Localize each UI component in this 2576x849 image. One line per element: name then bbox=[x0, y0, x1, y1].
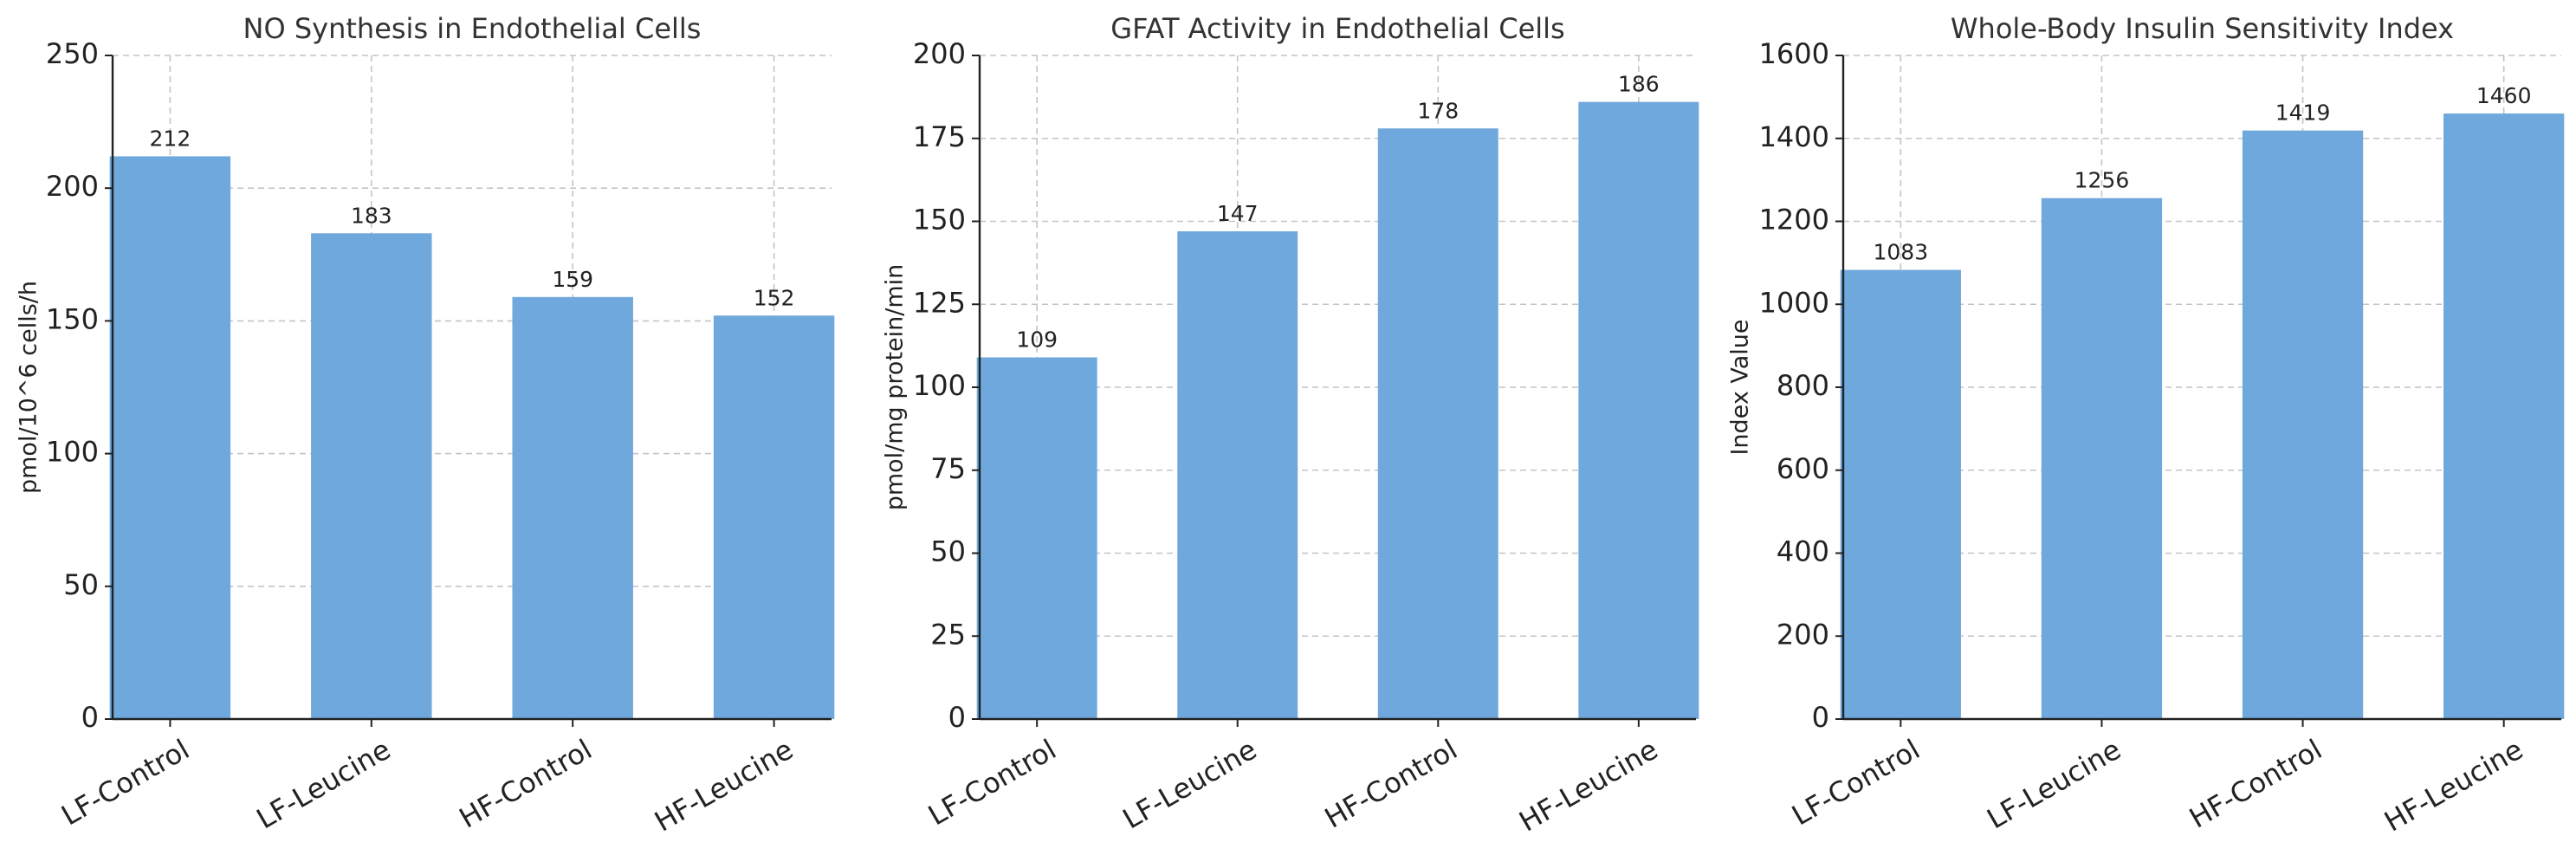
x-tick-label: HF-Control bbox=[2184, 733, 2327, 835]
bar bbox=[976, 357, 1097, 719]
bar bbox=[2242, 130, 2364, 719]
bar-value-label: 1256 bbox=[2074, 168, 2130, 193]
x-tick-label: LF-Control bbox=[922, 733, 1062, 833]
bar-value-label: 1419 bbox=[2275, 100, 2331, 126]
x-tick-label: LF-Control bbox=[55, 733, 195, 833]
bar-value-label: 178 bbox=[1417, 98, 1459, 123]
bar bbox=[109, 156, 231, 719]
y-tick-label: 200 bbox=[46, 170, 99, 203]
bar-value-label: 183 bbox=[351, 203, 392, 228]
x-tick-label: HF-Leucine bbox=[1513, 733, 1663, 839]
y-tick-label: 0 bbox=[948, 701, 966, 734]
bar bbox=[311, 233, 432, 720]
y-tick-label: 600 bbox=[1777, 452, 1829, 485]
x-tick-label: HF-Control bbox=[454, 733, 598, 835]
y-tick-label: 400 bbox=[1777, 535, 1829, 568]
bar bbox=[2443, 113, 2565, 719]
bar-value-label: 152 bbox=[754, 285, 795, 310]
y-tick-label: 150 bbox=[913, 204, 966, 237]
y-tick-label: 0 bbox=[1812, 701, 1829, 734]
bar bbox=[1578, 101, 1699, 720]
bar bbox=[512, 296, 633, 719]
y-tick-label: 150 bbox=[46, 302, 99, 335]
bar-value-label: 212 bbox=[150, 126, 191, 151]
y-tick-label: 175 bbox=[913, 120, 966, 153]
bar-value-label: 1460 bbox=[2476, 83, 2532, 108]
bar bbox=[1377, 128, 1498, 719]
bar bbox=[713, 315, 835, 719]
y-tick-label: 125 bbox=[913, 286, 966, 319]
y-tick-label: 1400 bbox=[1759, 120, 1829, 153]
bar-value-label: 109 bbox=[1016, 327, 1058, 353]
x-tick-label: HF-Leucine bbox=[2379, 733, 2528, 839]
bar-value-label: 1083 bbox=[1874, 240, 1929, 265]
bar-value-label: 147 bbox=[1217, 201, 1259, 226]
y-tick-label: 1600 bbox=[1759, 37, 1829, 70]
bar bbox=[1177, 230, 1298, 719]
x-tick-label: LF-Leucine bbox=[251, 733, 396, 836]
chart-no-synthesis: NO Synthesis in Endothelial Cells pmol/1… bbox=[16, 12, 835, 839]
bar bbox=[1840, 269, 1961, 719]
chart-gfat-activity: GFAT Activity in Endothelial Cells pmol/… bbox=[882, 12, 1699, 839]
bar-value-label: 186 bbox=[1618, 72, 1660, 97]
y-tick-label: 1000 bbox=[1759, 286, 1829, 319]
chart-title: NO Synthesis in Endothelial Cells bbox=[243, 12, 702, 45]
y-tick-label: 50 bbox=[930, 535, 966, 568]
y-tick-label: 0 bbox=[81, 701, 99, 734]
chart-title: GFAT Activity in Endothelial Cells bbox=[1110, 12, 1564, 45]
y-axis-label: pmol/mg protein/min bbox=[882, 264, 909, 511]
y-tick-label: 75 bbox=[930, 452, 966, 485]
y-tick-label: 250 bbox=[46, 37, 99, 70]
y-tick-label: 50 bbox=[63, 568, 99, 601]
y-tick-label: 1200 bbox=[1759, 204, 1829, 237]
y-tick-label: 25 bbox=[930, 618, 966, 651]
x-tick-label: HF-Control bbox=[1319, 733, 1463, 835]
x-tick-label: LF-Control bbox=[1786, 733, 1926, 833]
chart-insulin-sensitivity: Whole-Body Insulin Sensitivity Index Ind… bbox=[1727, 12, 2565, 839]
y-tick-label: 200 bbox=[1777, 618, 1829, 651]
x-tick-label: HF-Leucine bbox=[649, 733, 799, 839]
y-axis-label: pmol/10^6 cells/h bbox=[16, 281, 42, 494]
chart-title: Whole-Body Insulin Sensitivity Index bbox=[1951, 12, 2454, 45]
bar bbox=[2041, 198, 2163, 719]
y-tick-label: 200 bbox=[913, 37, 966, 70]
y-tick-label: 800 bbox=[1777, 369, 1829, 402]
x-tick-label: LF-Leucine bbox=[1981, 733, 2126, 836]
x-tick-label: LF-Leucine bbox=[1117, 733, 1262, 836]
y-axis-label: Index Value bbox=[1727, 319, 1754, 455]
y-tick-label: 100 bbox=[46, 436, 99, 469]
y-tick-label: 100 bbox=[913, 369, 966, 402]
bar-value-label: 159 bbox=[552, 267, 593, 292]
